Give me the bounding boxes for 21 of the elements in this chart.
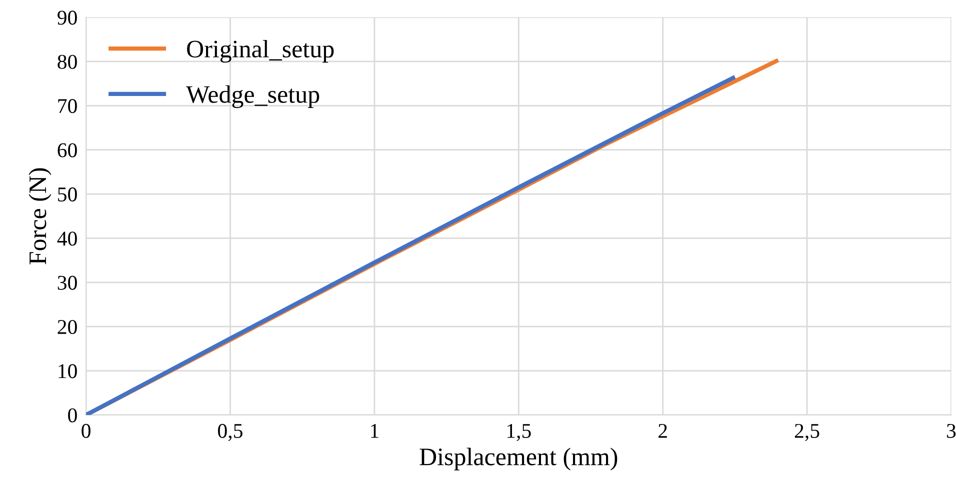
x-tick-label: 2 [658, 424, 667, 438]
y-tick-label: 30 [58, 276, 77, 290]
x-tick-label: 1 [371, 424, 378, 438]
y-tick-label: 40 [57, 232, 77, 246]
x-tick-label: 2,5 [794, 424, 820, 441]
x-axis-title: Displacement (mm) [420, 448, 618, 470]
y-tick-label: 90 [58, 10, 77, 25]
y-tick-label: 10 [58, 364, 77, 378]
legend-label: Wedge_setup [186, 85, 320, 108]
x-tick-label: 0 [82, 424, 90, 438]
y-tick-label: 80 [58, 54, 77, 69]
x-tick-label: 3 [947, 424, 956, 438]
y-tick-label: 20 [58, 320, 77, 334]
x-tick-label: 1,5 [507, 424, 531, 441]
x-tick-label: 0,5 [218, 424, 242, 441]
y-tick-label: 70 [58, 99, 77, 114]
y-tick-label: 50 [58, 187, 77, 202]
y-tick-label: 60 [58, 143, 77, 158]
y-axis-title: Force (N) [28, 168, 52, 264]
legend-label: Original_setup [187, 40, 334, 63]
y-tick-label: 0 [68, 408, 77, 422]
